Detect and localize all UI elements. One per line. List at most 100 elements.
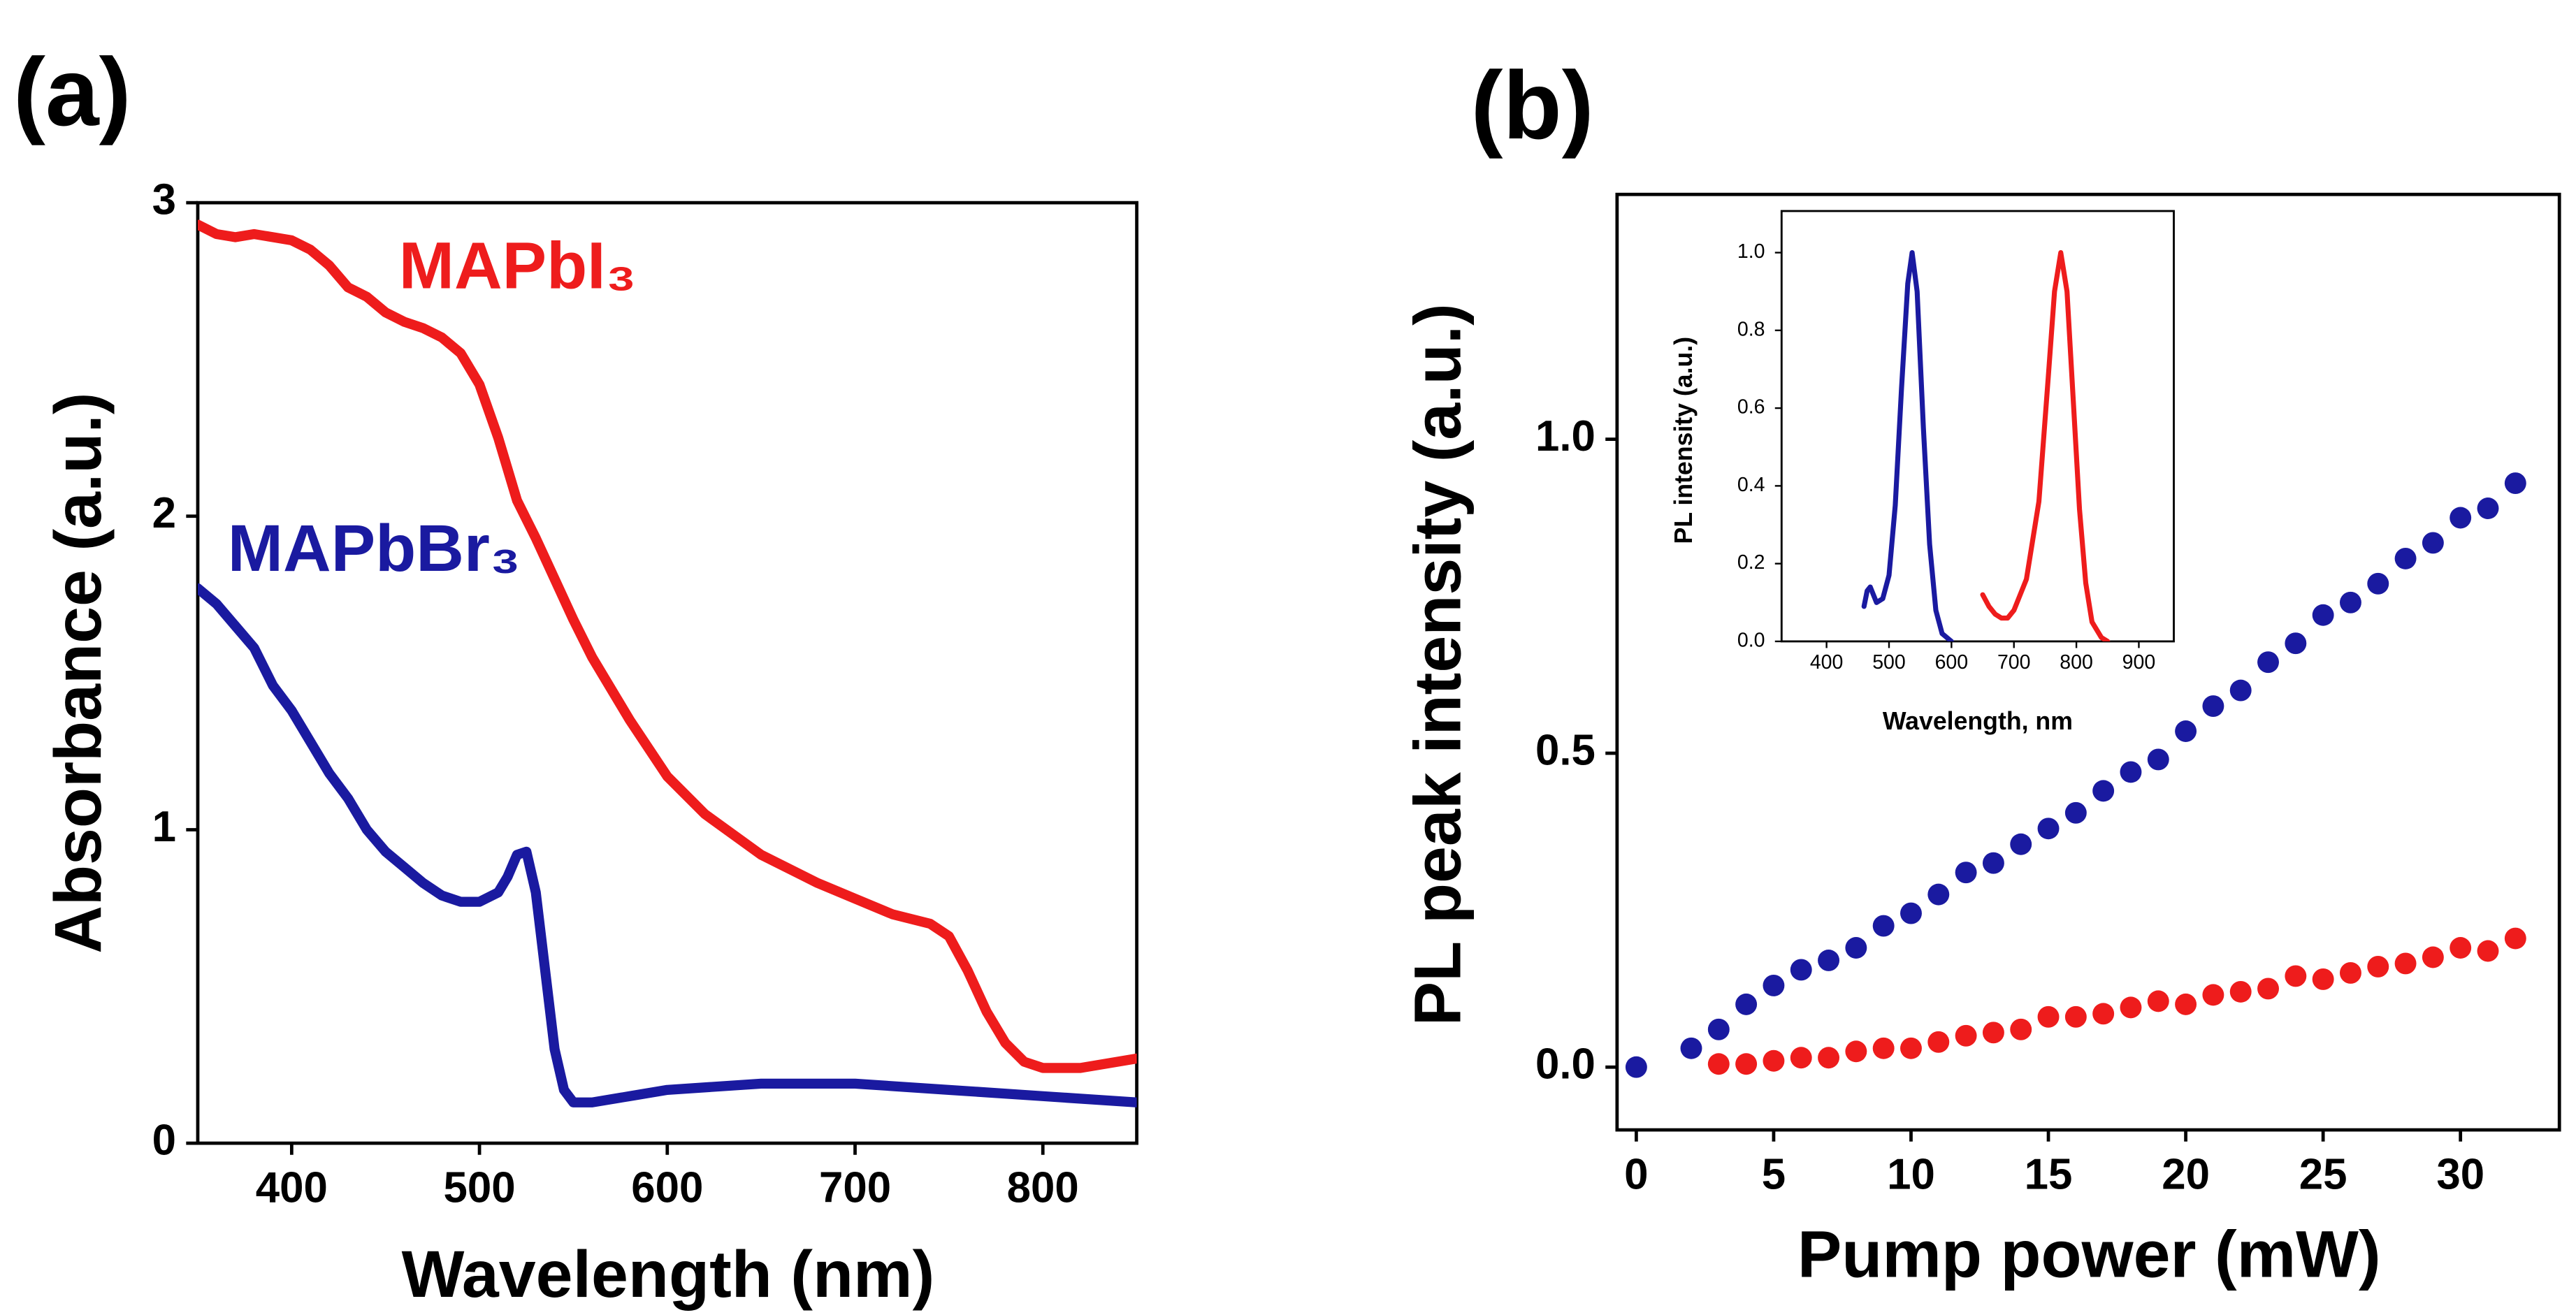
data-point <box>2120 996 2142 1019</box>
data-point <box>1900 902 1922 924</box>
plot-frame <box>1780 210 2175 643</box>
data-point <box>1763 1049 1785 1072</box>
data-point <box>2037 818 2060 840</box>
y-tick-label: 0.0 <box>1737 629 1765 651</box>
x-tick-label: 400 <box>256 1163 328 1212</box>
series-label: MAPbBr₃ <box>228 511 521 586</box>
y-tick-label: 0 <box>152 1116 176 1164</box>
x-tick-label: 500 <box>1872 651 1906 674</box>
x-tick-label: 15 <box>2025 1150 2073 1198</box>
y-tick-label: 0.0 <box>1535 1040 1595 1089</box>
data-point <box>2394 952 2417 975</box>
data-point <box>1955 1024 1977 1047</box>
data-point <box>1680 1037 1702 1059</box>
data-point <box>1735 1053 1758 1075</box>
series-label: MAPbI₃ <box>399 229 637 303</box>
x-axis-title: Wavelength, nm <box>1883 707 2073 735</box>
data-point <box>2010 833 2032 855</box>
plot-frame <box>196 201 1138 1145</box>
data-point <box>2175 993 2197 1015</box>
x-axis-title: Wavelength (nm) <box>402 1237 935 1312</box>
data-point <box>1845 1040 1867 1063</box>
data-point <box>2504 927 2526 950</box>
data-point <box>2312 968 2334 990</box>
data-point <box>1845 937 1867 959</box>
x-tick-label: 400 <box>1810 651 1844 674</box>
data-point <box>1763 974 1785 996</box>
data-line <box>197 219 1137 1073</box>
data-point <box>2450 507 2472 529</box>
data-point <box>2285 965 2307 987</box>
data-point <box>2339 591 2361 613</box>
y-tick-label: 3 <box>152 175 176 224</box>
data-point <box>2477 497 2499 519</box>
data-point <box>2064 1005 2087 1028</box>
data-point <box>2394 547 2417 569</box>
x-tick-label: 500 <box>444 1163 516 1212</box>
data-point <box>2202 695 2224 718</box>
data-point <box>2229 679 2252 702</box>
y-tick-label: 0.8 <box>1737 318 1765 340</box>
data-point <box>1900 1037 1922 1059</box>
data-point <box>2285 632 2307 655</box>
x-tick-label: 600 <box>1935 651 1969 674</box>
data-point <box>1955 862 1977 884</box>
data-point <box>1818 1047 1840 1069</box>
data-point <box>1872 915 1895 937</box>
data-line <box>1861 249 1954 641</box>
plot-marks <box>1625 472 2526 1078</box>
plot-marks <box>1861 249 2111 641</box>
data-point <box>1625 1056 1647 1078</box>
data-point <box>2504 472 2526 495</box>
data-point <box>1927 1031 1950 1053</box>
y-tick-label: 1.0 <box>1737 240 1765 263</box>
data-point <box>2450 937 2472 959</box>
y-tick-label: 2 <box>152 489 176 537</box>
x-axis-title: Pump power (mW) <box>1797 1218 2381 1292</box>
x-tick-label: 10 <box>1887 1150 1935 1198</box>
x-tick-label: 25 <box>2299 1150 2347 1198</box>
x-tick-label: 600 <box>631 1163 703 1212</box>
data-point <box>2422 532 2444 554</box>
data-point <box>2257 978 2279 1000</box>
data-point <box>2010 1018 2032 1040</box>
data-point <box>2202 984 2224 1006</box>
y-tick-label: 0.5 <box>1535 726 1595 774</box>
y-tick-label: 1.0 <box>1535 412 1595 460</box>
data-point <box>1707 1018 1730 1040</box>
data-point <box>1872 1037 1895 1059</box>
data-point <box>2037 1005 2060 1028</box>
y-axis-title: Absorbance (a.u.) <box>41 392 115 953</box>
x-tick-label: 700 <box>1997 651 2031 674</box>
data-point <box>2147 990 2169 1012</box>
data-line <box>1980 249 2111 641</box>
data-point <box>2229 980 2252 1003</box>
y-axis-title: PL intensity (a.u.) <box>1670 337 1698 544</box>
data-point <box>2092 780 2115 802</box>
data-point <box>2092 1003 2115 1025</box>
data-point <box>2147 748 2169 771</box>
x-tick-label: 700 <box>819 1163 891 1212</box>
x-tick-label: 30 <box>2436 1150 2484 1198</box>
panel-label: (a) <box>13 38 131 146</box>
y-tick-label: 0.4 <box>1737 474 1765 496</box>
data-point <box>1735 993 1758 1015</box>
data-point <box>2477 940 2499 962</box>
data-point <box>2257 651 2279 674</box>
x-tick-label: 800 <box>2060 651 2093 674</box>
x-tick-label: 5 <box>1762 1150 1786 1198</box>
data-line <box>197 583 1137 1107</box>
panel-label: (b) <box>1471 52 1594 159</box>
data-point <box>2120 761 2142 783</box>
data-point <box>1982 1022 2004 1044</box>
y-tick-label: 1 <box>152 803 176 851</box>
x-tick-label: 0 <box>1624 1150 1648 1198</box>
data-point <box>1818 950 1840 971</box>
data-point <box>2422 946 2444 968</box>
y-tick-label: 0.2 <box>1737 551 1765 574</box>
x-tick-label: 900 <box>2122 651 2156 674</box>
data-point <box>2367 956 2389 978</box>
data-point <box>2312 604 2334 626</box>
